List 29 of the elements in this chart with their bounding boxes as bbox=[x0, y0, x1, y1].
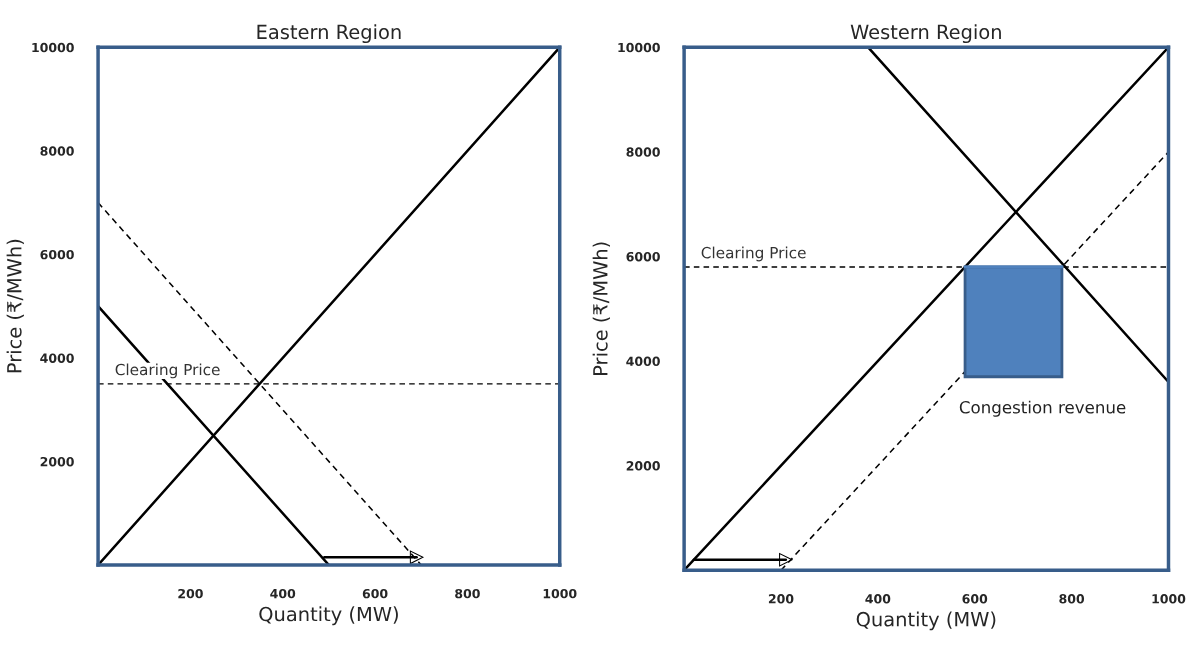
chart-title: Eastern Region bbox=[257, 24, 401, 44]
y-tick-label: 10000 bbox=[32, 42, 74, 53]
x-axis-title: Quantity (MW) bbox=[259, 606, 398, 626]
y-tick-label: 8000 bbox=[626, 147, 660, 157]
x-axis-title: Quantity (MW) bbox=[856, 611, 996, 631]
x-tick-label: 1000 bbox=[543, 588, 577, 599]
y-axis-title: Price (₹/MWh) bbox=[592, 242, 610, 375]
ref-line-label: Clearing Price bbox=[701, 246, 806, 262]
ref-line-label: Clearing Price bbox=[115, 363, 220, 379]
y-tick-label: 8000 bbox=[40, 146, 74, 156]
x-tick-label: 200 bbox=[768, 594, 794, 604]
annotation: Congestion revenue bbox=[959, 400, 1126, 417]
y-tick-label: 6000 bbox=[626, 251, 660, 262]
y-tick-label: 2000 bbox=[626, 461, 660, 471]
y-tick-label: 4000 bbox=[626, 356, 660, 366]
y-tick-label: 6000 bbox=[40, 249, 74, 260]
x-tick-label: 400 bbox=[865, 594, 891, 604]
x-tick-label: 200 bbox=[178, 588, 203, 599]
x-tick-label: 800 bbox=[455, 588, 480, 599]
x-tick-label: 600 bbox=[962, 594, 988, 604]
y-tick-label: 2000 bbox=[40, 456, 74, 467]
chart-title: Western Region bbox=[850, 24, 1001, 44]
y-axis-title: Price (₹/MWh) bbox=[6, 239, 24, 373]
x-tick-label: 400 bbox=[270, 588, 296, 599]
x-tick-label: 800 bbox=[1059, 594, 1085, 604]
x-tick-label: 600 bbox=[362, 588, 388, 599]
y-tick-label: 4000 bbox=[40, 353, 74, 363]
y-tick-label: 10000 bbox=[618, 42, 660, 53]
x-tick-label: 1000 bbox=[1152, 594, 1186, 604]
